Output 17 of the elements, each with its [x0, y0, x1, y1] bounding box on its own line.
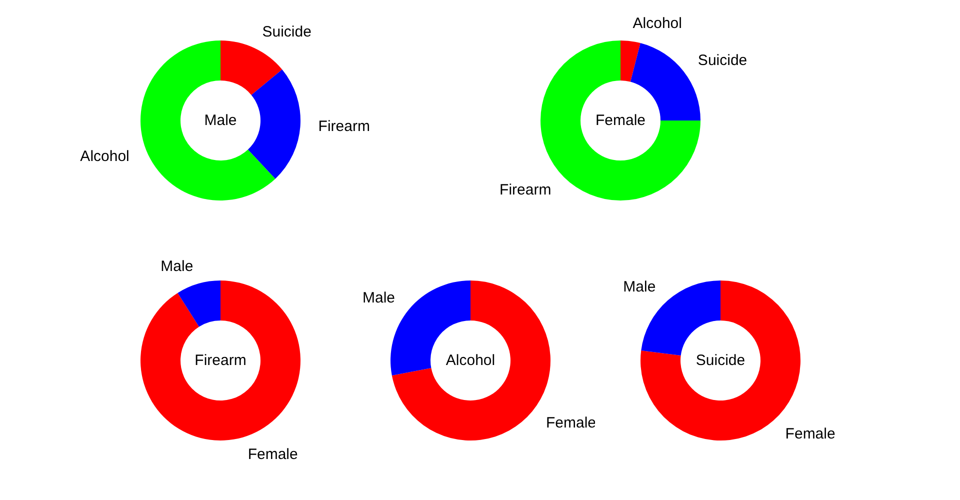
text: Firearm	[194, 352, 246, 369]
text: Male	[204, 112, 237, 129]
slice-label: Female	[248, 446, 298, 464]
text: Alcohol	[446, 352, 496, 369]
slice-label: Female	[546, 414, 596, 432]
slice-label: Firearm	[500, 181, 552, 198]
slice-label: Firearm	[318, 118, 370, 136]
slice-label: Suicide	[262, 23, 312, 40]
slice-label: Male	[623, 278, 656, 296]
text: Female	[595, 112, 646, 129]
slice-label: Male	[160, 258, 194, 275]
slice-label: Alcohol	[80, 148, 130, 166]
slice-label: Male	[362, 290, 395, 307]
slice-label: Alcohol	[632, 14, 682, 32]
slice-label: Suicide	[698, 52, 748, 69]
slice-label: Female	[785, 426, 836, 443]
text: Suicide	[696, 352, 746, 369]
